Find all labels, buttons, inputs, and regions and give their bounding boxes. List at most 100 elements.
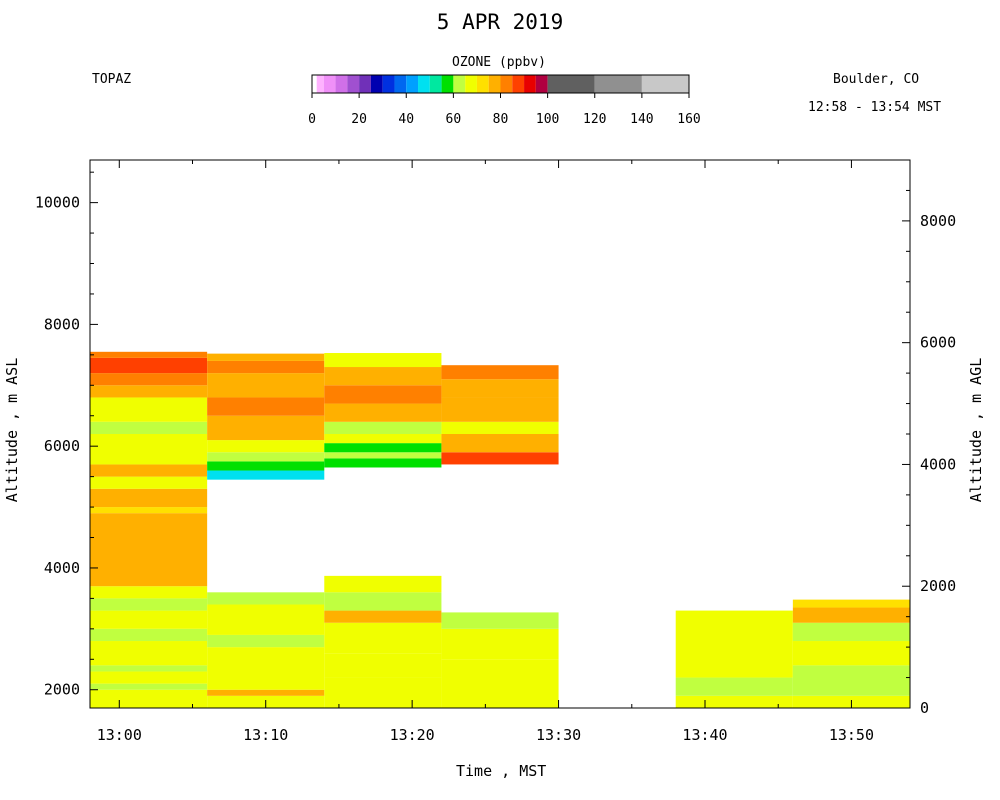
colorbar-segment (312, 75, 317, 93)
ozone-cell (324, 592, 442, 611)
plot-axes: 13:00 13:10 13:20 13:30 13:40 13:50 2000 4000 60… (35, 159, 956, 744)
x-tick-label: 13:40 (682, 726, 727, 744)
ozone-cell (792, 641, 910, 666)
ozone-cell (207, 470, 325, 480)
colorbar-segment (382, 75, 395, 93)
colorbar-segment (316, 75, 324, 93)
y-right-tick-label: 6000 (920, 334, 956, 352)
y-left-tick-label: 4000 (44, 559, 80, 577)
colorbar-segment (429, 75, 442, 93)
data-cells (90, 351, 910, 708)
location-label: Boulder, CO (833, 72, 920, 87)
ozone-cell (90, 373, 208, 386)
ozone-cell (324, 367, 442, 386)
colorbar-segment (359, 75, 371, 93)
ozone-cell (90, 357, 208, 374)
colorbar-tick-label: 60 (446, 112, 462, 127)
colorbar-segment (441, 75, 454, 93)
ozone-cell (207, 634, 325, 648)
colorbar-segment (641, 75, 689, 93)
ozone-cell (207, 689, 325, 696)
colorbar-tick-label: 0 (308, 112, 316, 127)
y-left-tick-label: 2000 (44, 681, 80, 699)
colorbar-title: OZONE (ppbv) (452, 55, 546, 70)
ozone-cell (441, 659, 559, 708)
ozone-cell (90, 671, 208, 684)
ozone-cell (207, 647, 325, 690)
ozone-cell (90, 689, 208, 708)
y-right-tick-label: 2000 (920, 577, 956, 595)
ozone-cell (90, 397, 208, 422)
ozone-cell (324, 353, 442, 368)
colorbar-segment (323, 75, 336, 93)
colorbar-segment (476, 75, 489, 93)
ozone-cell (207, 604, 325, 635)
ozone-cell (675, 695, 793, 708)
colorbar-segment (535, 75, 548, 93)
ozone-cell (207, 373, 325, 398)
ozone-cell (441, 452, 559, 465)
ozone-cell (324, 434, 442, 444)
colorbar-tick-label: 100 (536, 112, 559, 127)
site-label: TOPAZ (92, 72, 132, 87)
x-axis-label: Time , MST (456, 762, 547, 780)
colorbar-tick-label: 20 (351, 112, 367, 127)
ozone-cell (324, 610, 442, 623)
colorbar-segment (394, 75, 407, 93)
ozone-cell (324, 677, 442, 708)
x-tick-label: 13:50 (829, 726, 874, 744)
y-left-tick-label: 6000 (44, 437, 80, 455)
ozone-cell (90, 610, 208, 629)
ozone-cell (324, 458, 442, 468)
ozone-cell (792, 599, 910, 608)
ozone-cell (792, 622, 910, 642)
ozone-cell (207, 461, 325, 471)
ozone-cell (207, 353, 325, 361)
ozone-cell (90, 488, 208, 508)
ozone-cell (324, 452, 442, 459)
ozone-cell (207, 440, 325, 453)
x-tick-label: 13:10 (243, 726, 288, 744)
ozone-cell (90, 513, 208, 587)
ozone-cell (792, 607, 910, 623)
colorbar: 0 20 40 60 80 100 120 140 160 (308, 74, 701, 127)
ozone-cell (90, 476, 208, 489)
colorbar-segment (453, 75, 466, 93)
colorbar-segment (500, 75, 513, 93)
ozone-cell (90, 507, 208, 514)
colorbar-segment (406, 75, 419, 93)
ozone-cell (675, 610, 793, 678)
colorbar-segment (347, 75, 360, 93)
colorbar-segment (547, 75, 595, 93)
ozone-cell (90, 464, 208, 477)
y-right-tick-label: 0 (920, 699, 929, 717)
y-left-tick-label: 8000 (44, 315, 80, 333)
chart-title: 5 APR 2019 (436, 10, 564, 34)
ozone-cell (441, 612, 559, 629)
ozone-cell (90, 665, 208, 672)
colorbar-segment (335, 75, 348, 93)
x-tick-label: 13:30 (536, 726, 581, 744)
ozone-cell (324, 622, 442, 654)
colorbar-tick-label: 40 (398, 112, 414, 127)
ozone-cell (441, 421, 559, 434)
ozone-cell (207, 397, 325, 416)
ozone-cell (90, 628, 208, 642)
colorbar-tick-label: 140 (630, 112, 653, 127)
ozone-cell (324, 653, 442, 678)
ozone-cell (441, 365, 559, 380)
y-left-tick-label: 10000 (35, 194, 80, 212)
ozone-cell (90, 586, 208, 599)
colorbar-tick-label: 80 (493, 112, 509, 127)
colorbar-tick-label: 120 (583, 112, 606, 127)
ozone-cell (90, 385, 208, 398)
ozone-cell (207, 415, 325, 441)
ozone-cell (324, 385, 442, 404)
ozone-cell (441, 434, 559, 453)
ozone-cell (207, 360, 325, 374)
x-tick-label: 13:20 (390, 726, 435, 744)
ozone-cell (90, 598, 208, 611)
colorbar-segment (465, 75, 477, 93)
colorbar-tick-label: 160 (677, 112, 700, 127)
